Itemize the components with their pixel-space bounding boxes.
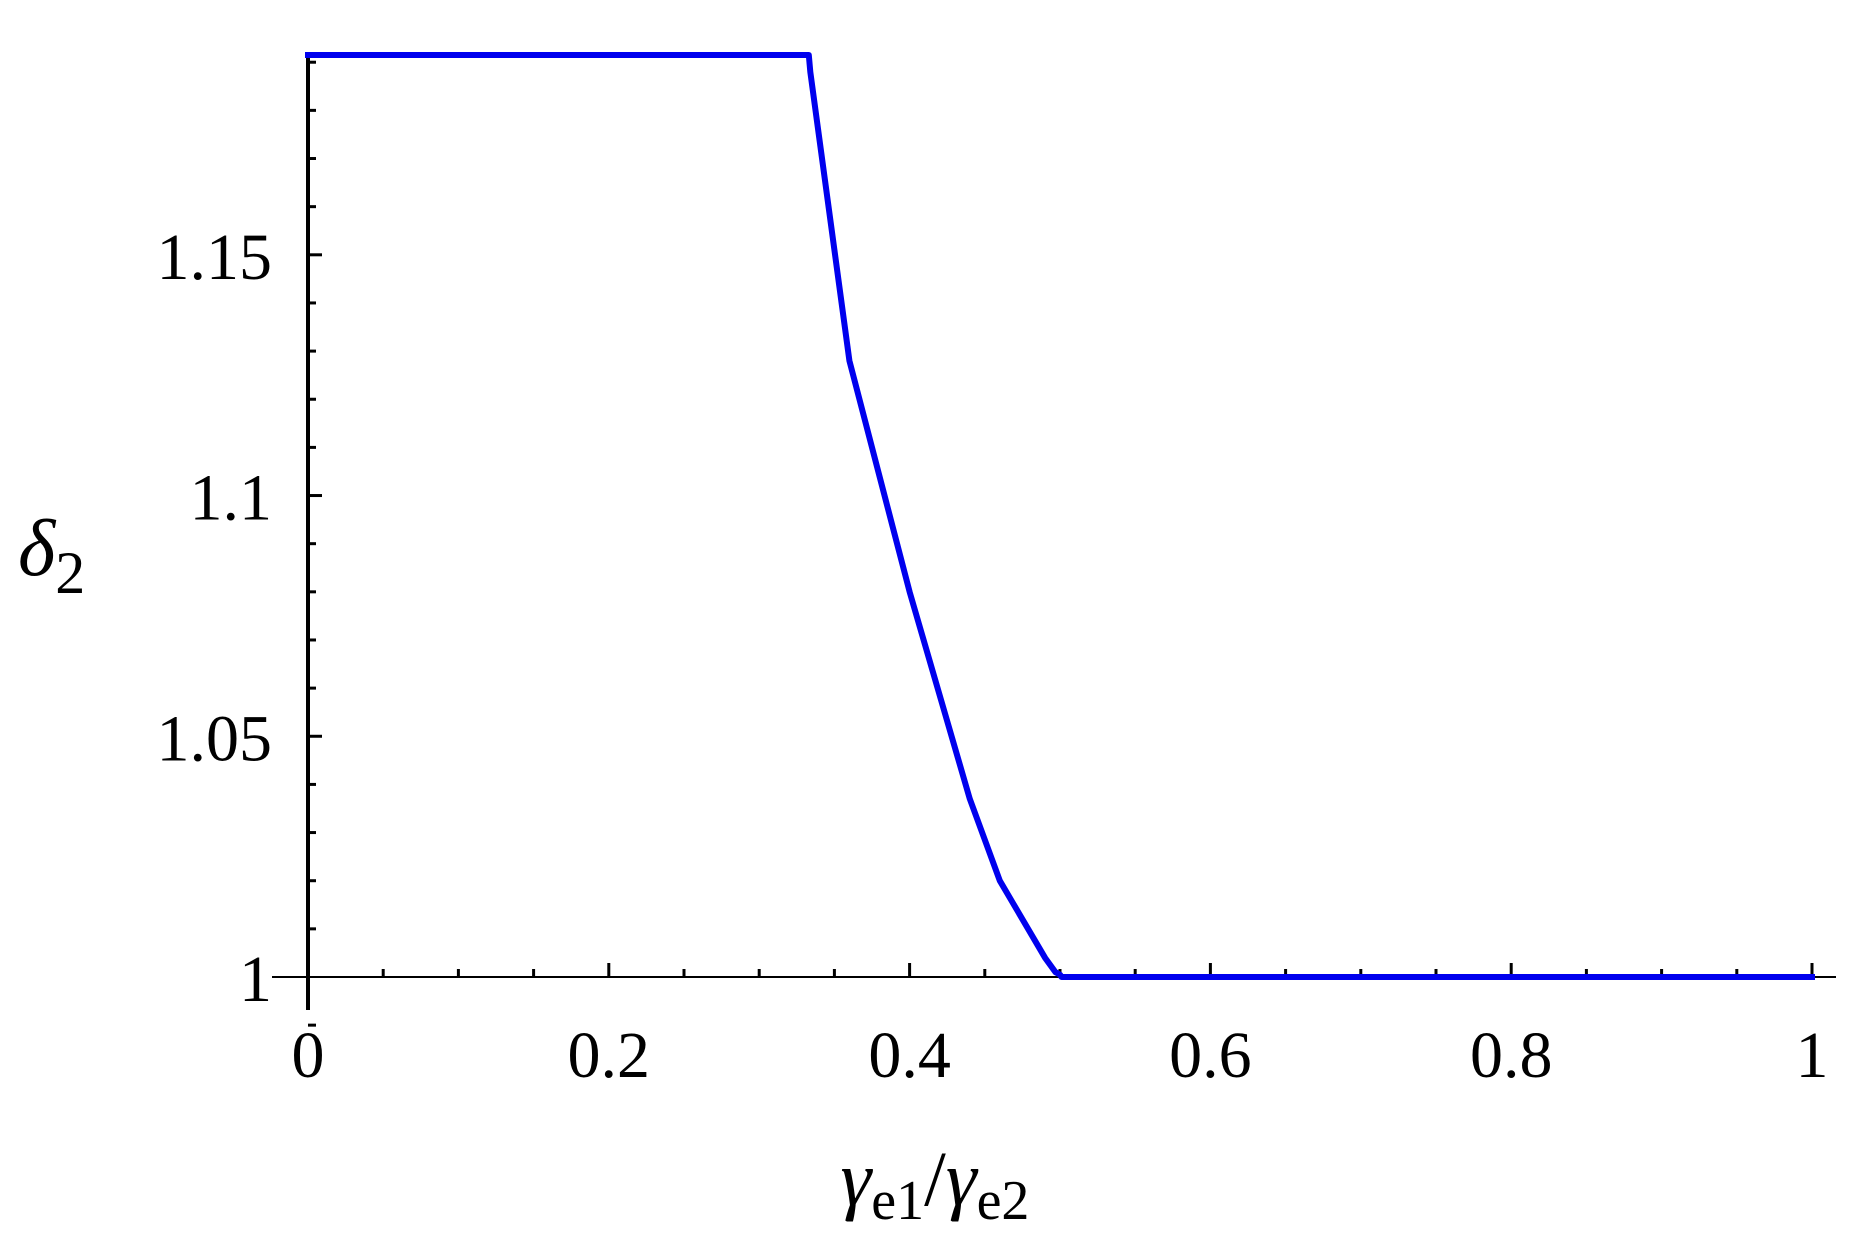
x-tick-label: 0.8 — [1470, 1019, 1553, 1092]
y-tick-label: 1.1 — [190, 462, 273, 535]
x-label-subscript-2: e2 — [977, 1170, 1030, 1232]
x-label-subscript-1: e1 — [871, 1170, 924, 1232]
series-line — [305, 52, 1815, 980]
x-label-slash: / — [924, 1135, 946, 1222]
x-label-symbol-2: γ — [946, 1135, 979, 1222]
ticks: 0 0.2 0.4 0.6 0.8 1 1 1.05 1.1 1.15 — [157, 60, 1829, 1092]
y-label-symbol: δ — [18, 505, 57, 593]
x-tick-label: 0.4 — [868, 1019, 951, 1092]
y-tick-label: 1.05 — [157, 702, 273, 775]
y-tick-label: 1.15 — [157, 221, 273, 294]
axes — [272, 52, 1836, 1010]
y-axis-label: δ2 — [18, 505, 85, 606]
series-layer — [305, 52, 1815, 980]
x-tick-label: 0.6 — [1169, 1019, 1252, 1092]
x-tick-label: 0.2 — [568, 1019, 651, 1092]
y-label-subscript: 2 — [55, 540, 85, 606]
x-tick-label: 0 — [292, 1019, 325, 1092]
x-label-symbol-1: γ — [841, 1135, 874, 1222]
x-axis-label: γe1/γe2 — [841, 1135, 1030, 1232]
x-tick-label: 1 — [1796, 1019, 1829, 1092]
y-tick-label: 1 — [239, 943, 272, 1016]
